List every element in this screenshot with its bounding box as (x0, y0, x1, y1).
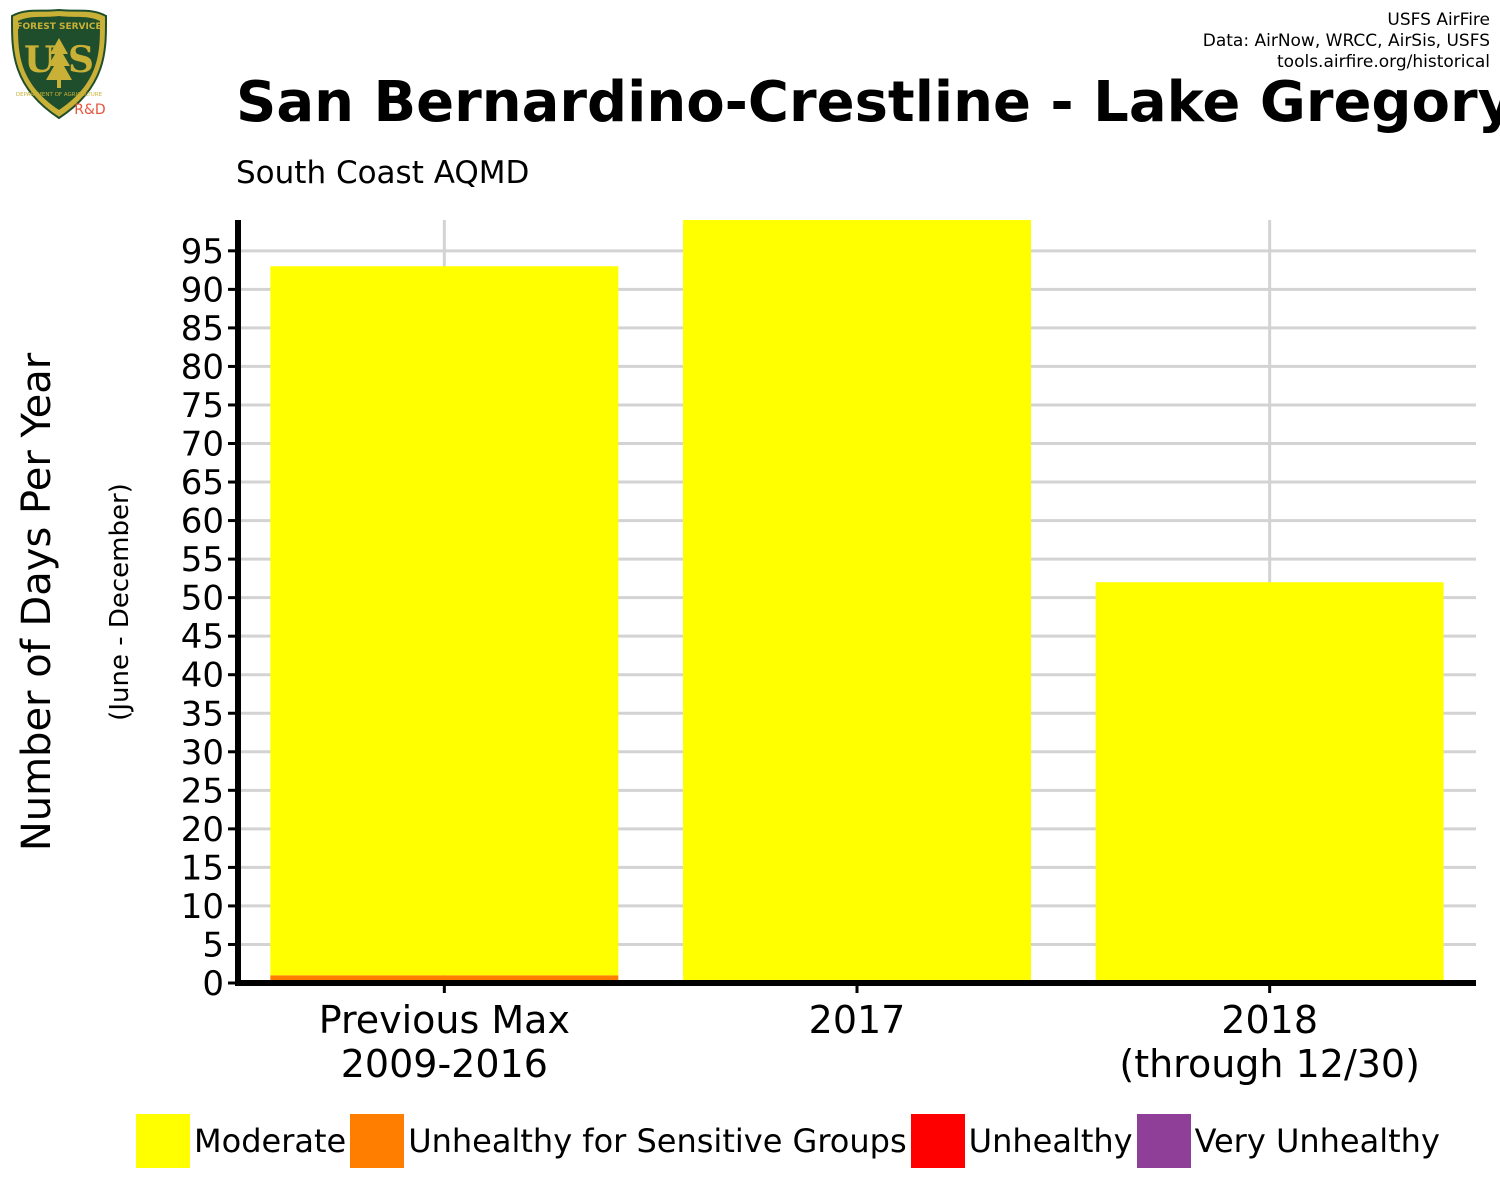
credits: USFS AirFire Data: AirNow, WRCC, AirSis,… (1203, 10, 1490, 73)
legend-swatch (350, 1114, 405, 1168)
y-tick-label: 20 (181, 810, 224, 850)
tree-icon (46, 38, 72, 88)
logo-rd-tag: R&D (74, 102, 105, 118)
y-tick-label: 50 (181, 579, 224, 619)
legend-item: Very Unhealthy (1136, 1114, 1440, 1168)
y-tick-label: 85 (181, 309, 224, 349)
chart-subtitle: South Coast AQMD (236, 155, 530, 191)
logo-arc-text: FOREST SERVICE (16, 22, 101, 32)
legend-item: Unhealthy (910, 1114, 1133, 1168)
legend-swatch (136, 1114, 190, 1168)
legend-item: Moderate (136, 1114, 346, 1168)
legend-label: Very Unhealthy (1194, 1122, 1440, 1160)
logo-bottom-text: DEPARTMENT OF AGRICULTURE (16, 92, 103, 98)
y-tick-label: 10 (181, 887, 224, 927)
x-tick-label: (through 12/30) (1119, 1042, 1420, 1086)
bar-moderate (683, 220, 1031, 983)
y-tick-label: 95 (181, 232, 224, 272)
y-tick-label: 5 (202, 925, 224, 965)
credit-line: USFS AirFire (1387, 10, 1490, 30)
legend-label: Moderate (194, 1122, 347, 1160)
credit-line: Data: AirNow, WRCC, AirSis, USFS (1202, 31, 1490, 51)
y-tick-label: 25 (181, 771, 224, 811)
chart-title: San Bernardino-Crestline - Lake Gregory (236, 70, 1500, 135)
legend-label: Unhealthy (968, 1122, 1133, 1160)
y-tick-label: 15 (181, 848, 224, 888)
bar-unhealthy-for-sensitive-groups (270, 975, 619, 983)
x-tick-label: 2017 (809, 998, 906, 1042)
y-tick-label: 75 (181, 386, 224, 426)
y-tick-label: 65 (181, 463, 224, 503)
y-tick-label: 45 (181, 617, 224, 657)
y-tick-label: 0 (202, 964, 224, 1004)
x-tick-label: Previous Max (319, 998, 570, 1042)
legend-item: Unhealthy for Sensitive Groups (350, 1114, 907, 1168)
forest-service-logo: FOREST SERVICE U S DEPARTMENT OF AGRICUL… (10, 8, 108, 120)
legend-swatch (1136, 1114, 1191, 1168)
credit-line: tools.airfire.org/historical (1277, 52, 1490, 72)
bar-moderate (270, 266, 619, 976)
y-tick-label: 55 (181, 540, 224, 580)
y-tick-label: 70 (181, 425, 224, 465)
y-tick-label: 60 (181, 502, 224, 542)
legend-swatch (910, 1114, 965, 1168)
bar-moderate (1095, 582, 1444, 983)
legend: Moderate Unhealthy for Sensitive Groups Un… (136, 1114, 1444, 1168)
x-tick-label: 2009-2016 (341, 1042, 548, 1086)
y-tick-label: 80 (181, 347, 224, 387)
y-tick-label: 35 (181, 694, 224, 734)
y-tick-label: 90 (181, 270, 224, 310)
y-tick-label: 40 (181, 656, 224, 696)
legend-label: Unhealthy for Sensitive Groups (408, 1122, 907, 1160)
x-tick-label: 2018 (1221, 998, 1318, 1042)
y-tick-label: 30 (181, 733, 224, 773)
